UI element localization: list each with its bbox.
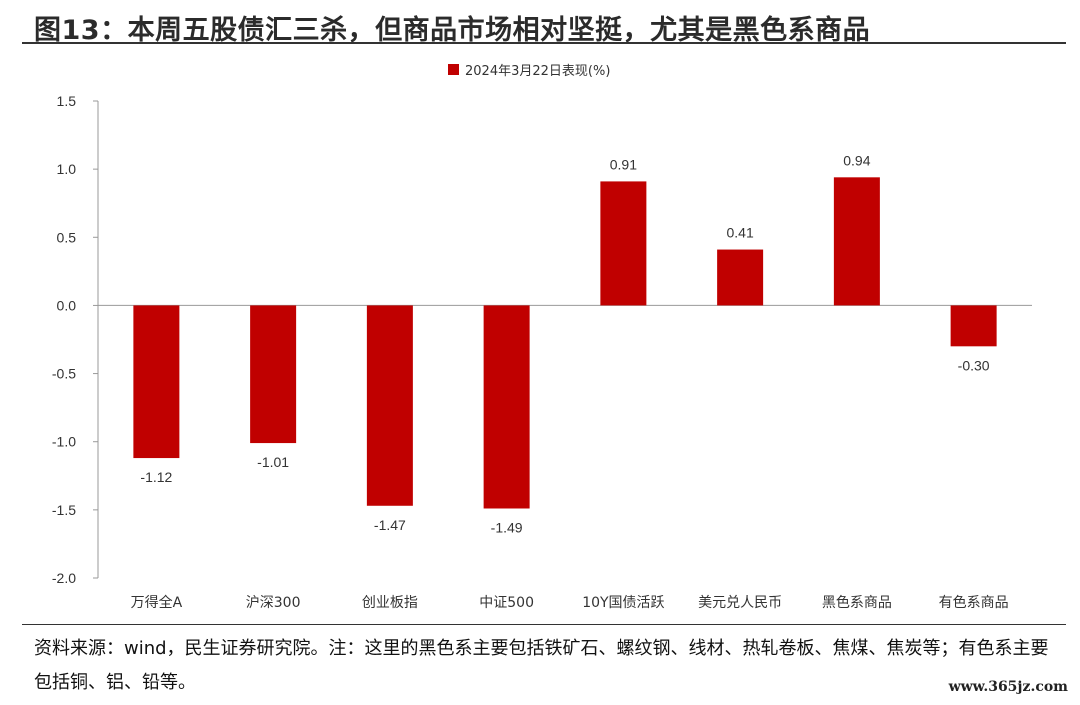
data-label: -1.47	[374, 517, 406, 533]
chart-title: 图13：本周五股债汇三杀，但商品市场相对坚挺，尤其是黑色系商品	[34, 15, 871, 46]
y-tick-label: -1.0	[52, 434, 76, 450]
bar	[250, 305, 297, 444]
y-tick-label: 1.5	[57, 93, 77, 109]
note-divider	[22, 624, 1066, 625]
data-label: 0.41	[727, 225, 754, 241]
title-divider	[22, 42, 1066, 44]
bar-layer	[133, 177, 997, 509]
bar	[483, 305, 530, 509]
x-tick-label: 黑色系商品	[822, 594, 892, 611]
x-tick-label: 万得全A	[131, 594, 183, 611]
x-tick-label: 沪深300	[246, 595, 301, 611]
data-label: -1.12	[140, 469, 172, 485]
watermark: www.365jz.com	[948, 679, 1068, 695]
y-tick-label: 0.0	[57, 297, 77, 313]
data-label: 0.91	[610, 156, 637, 172]
bar-chart: 1.51.00.50.0-0.5-1.0-1.5-2.0 -1.12万得全A-1…	[52, 93, 1032, 611]
y-tick-label: -1.5	[52, 502, 76, 518]
data-label: -1.49	[491, 519, 523, 535]
data-label: 0.94	[843, 152, 870, 168]
legend-label: 2024年3月22日表现(%)	[465, 64, 611, 79]
bar	[366, 305, 413, 506]
y-tick-label: -0.5	[52, 366, 76, 382]
legend-swatch	[448, 64, 459, 75]
y-tick-label: -2.0	[52, 570, 76, 586]
bar	[833, 177, 880, 306]
data-label: -1.01	[257, 454, 289, 470]
x-tick-label: 创业板指	[362, 595, 418, 611]
axis-layer: 1.5 1.0 0.5 0.0 -0.5 -1.0 -1.5 -2.0	[52, 93, 1032, 586]
x-tick-label: 10Y国债活跃	[582, 595, 664, 611]
y-tick-label: 1.0	[57, 161, 77, 177]
bar	[133, 305, 180, 459]
label-layer: -1.12 万得全A -1.01 沪深300 -1.47 创业板指 -1.49 中证500 0.…	[131, 152, 1009, 611]
source-note: 资料来源：wind，民生证券研究院。注：这里的黑色系主要包括铁矿石、螺纹钢、线材…	[34, 638, 1049, 693]
bar	[950, 305, 997, 347]
x-tick-label: 有色系商品	[939, 594, 1009, 611]
bar	[600, 181, 647, 306]
x-tick-label: 中证500	[479, 595, 534, 611]
data-label: -0.30	[958, 357, 990, 373]
bar	[717, 249, 764, 306]
y-tick-label: 0.5	[57, 229, 77, 245]
x-tick-label: 美元兑人民币	[698, 595, 782, 611]
legend: 2024年3月22日表现(%)	[448, 60, 610, 79]
